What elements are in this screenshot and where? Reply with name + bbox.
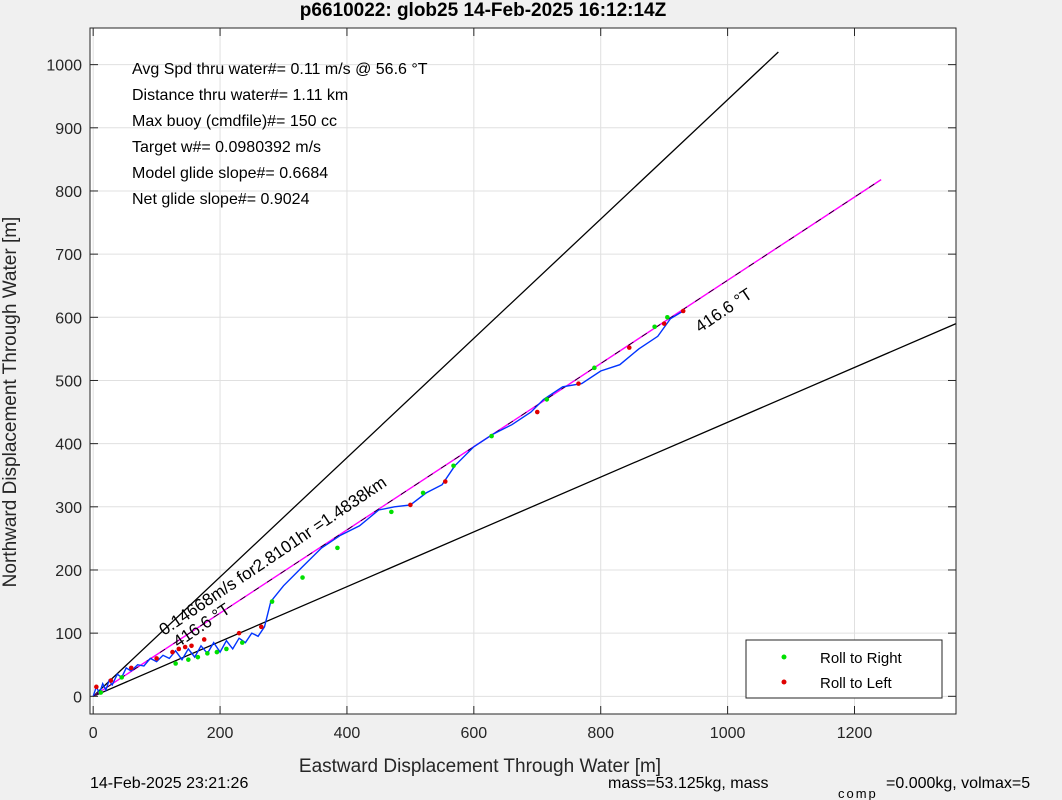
reference-line-1 bbox=[92, 323, 957, 697]
y-tick-label-6: 600 bbox=[55, 310, 82, 327]
legend-marker-roll-left bbox=[781, 679, 787, 685]
roll-right-point-5 bbox=[205, 651, 210, 656]
y-tick-label-2: 200 bbox=[55, 563, 82, 580]
roll-right-point-2 bbox=[173, 661, 178, 666]
reference-lines bbox=[92, 51, 957, 697]
y-tick-label-9: 900 bbox=[55, 121, 82, 138]
y-tick-label-3: 300 bbox=[55, 500, 82, 517]
roll-right-point-1 bbox=[119, 675, 125, 680]
y-tick-label-7: 700 bbox=[55, 247, 82, 264]
legend-box bbox=[745, 639, 943, 699]
roll-right-point-4 bbox=[195, 654, 201, 660]
y-axis-label: Northward Displacement Through Water [m] bbox=[0, 217, 21, 588]
roll-right-point-7 bbox=[224, 646, 229, 652]
x-tick-label-2: 400 bbox=[334, 725, 361, 742]
x-tick-label-3: 600 bbox=[460, 725, 487, 742]
footer-timestamp: 14-Feb-2025 23:21:26 bbox=[90, 775, 248, 792]
x-tick-label-4: 800 bbox=[587, 725, 614, 742]
y-tick-label-10: 1000 bbox=[46, 58, 82, 75]
roll-right-point-9 bbox=[269, 599, 275, 604]
roll-right-point-18 bbox=[652, 324, 657, 330]
roll-right-point-13 bbox=[420, 490, 426, 496]
track-layer bbox=[92, 179, 882, 697]
legend-label-roll-left: Roll to Left bbox=[820, 675, 893, 692]
annotation-max-buoy: Max buoy (cmdfile)#= 150 cc bbox=[132, 113, 337, 130]
roll-left-point-6 bbox=[182, 644, 188, 650]
x-tick-label-1: 200 bbox=[207, 725, 234, 742]
roll-right-point-3 bbox=[186, 657, 191, 662]
mean-heading-line-dash bbox=[92, 179, 882, 697]
legend-marker-roll-right bbox=[781, 654, 787, 660]
roll-right-point-12 bbox=[389, 509, 394, 515]
x-tick-label-6: 1200 bbox=[837, 725, 873, 742]
x-tick-label-5: 1000 bbox=[710, 725, 746, 742]
reference-line-0 bbox=[92, 51, 779, 697]
annotation-model-glide: Model glide slope#= 0.6684 bbox=[132, 165, 328, 182]
stats-annotations: Avg Spd thru water#= 0.11 m/s @ 56.6 °T … bbox=[132, 61, 428, 208]
roll-left-point-5 bbox=[176, 646, 182, 652]
chart-title: p6610022: glob25 14-Feb-2025 16:12:14Z bbox=[300, 0, 667, 21]
roll-right-point-14 bbox=[451, 463, 456, 469]
x-axis-label: Eastward Displacement Through Water [m] bbox=[299, 756, 661, 777]
y-tick-label-0: 0 bbox=[73, 689, 82, 706]
roll-left-point-8 bbox=[201, 637, 207, 642]
glider-track bbox=[92, 310, 684, 697]
roll-left-point-0 bbox=[94, 684, 99, 690]
roll-left-point-12 bbox=[442, 479, 448, 484]
roll-right-point-6 bbox=[214, 649, 220, 655]
y-tick-label-1: 100 bbox=[55, 626, 82, 643]
annotation-avg-speed: Avg Spd thru water#= 0.11 m/s @ 56.6 °T bbox=[132, 61, 428, 78]
annotation-distance: Distance thru water#= 1.11 km bbox=[132, 87, 348, 104]
y-tick-label-5: 500 bbox=[55, 373, 82, 390]
roll-left-point-9 bbox=[236, 630, 242, 636]
roll-right-point-0 bbox=[98, 690, 104, 695]
roll-points bbox=[94, 308, 686, 695]
plot-frame bbox=[89, 27, 957, 715]
roll-left-point-11 bbox=[408, 502, 413, 508]
roll-left-point-13 bbox=[534, 409, 540, 415]
annotation-target-w: Target w#= 0.0980392 m/s bbox=[132, 139, 321, 156]
roll-right-point-11 bbox=[335, 545, 340, 551]
roll-left-point-16 bbox=[661, 321, 667, 326]
x-tick-label-0: 0 bbox=[89, 725, 98, 742]
footer-mass-comp: =0.000kg, volmax=5 bbox=[886, 775, 1030, 792]
roll-left-point-14 bbox=[576, 381, 581, 386]
roll-left-point-7 bbox=[189, 643, 194, 649]
roll-right-point-8 bbox=[239, 640, 245, 645]
roll-left-point-2 bbox=[128, 665, 134, 671]
y-tick-label-8: 800 bbox=[55, 184, 82, 201]
roll-right-point-19 bbox=[665, 315, 670, 320]
roll-left-point-3 bbox=[154, 656, 159, 661]
roll-left-point-1 bbox=[108, 678, 114, 683]
roll-left-point-15 bbox=[626, 345, 632, 350]
footer-mass-subscript: comp bbox=[838, 786, 878, 800]
annotation-net-glide: Net glide slope#= 0.9024 bbox=[132, 191, 310, 208]
legend: Roll to Right Roll to Left bbox=[745, 639, 943, 699]
y-tick-label-4: 400 bbox=[55, 437, 82, 454]
axis-ticks: 0 200 400 600 800 1000 1200 0 100 200 300 400 500 600… bbox=[46, 28, 956, 742]
roll-right-point-15 bbox=[489, 433, 494, 439]
plot-area bbox=[90, 28, 956, 714]
roll-right-point-10 bbox=[300, 575, 305, 580]
legend-label-roll-right: Roll to Right bbox=[820, 650, 903, 667]
roll-left-point-17 bbox=[680, 308, 686, 314]
roll-left-point-4 bbox=[170, 649, 175, 655]
roll-left-point-10 bbox=[258, 624, 264, 630]
footer-mass: mass=53.125kg, mass bbox=[608, 775, 769, 792]
roll-right-point-17 bbox=[592, 365, 597, 371]
roll-right-point-16 bbox=[544, 397, 550, 402]
